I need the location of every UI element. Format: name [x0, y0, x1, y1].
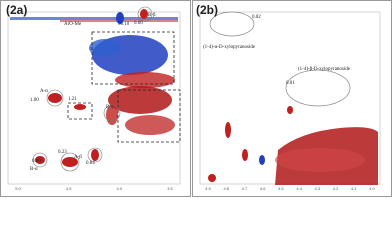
x-tick-label: 3.5: [167, 186, 173, 191]
x-tick-label: 4.5: [278, 186, 284, 191]
annotation: 0.02: [252, 15, 261, 20]
annotation: B-β: [148, 13, 156, 18]
x-tick-label: 4.6: [260, 186, 266, 191]
panel-label: (2b): [196, 3, 218, 17]
annotation: A-β: [74, 155, 82, 160]
annotation: 0.23: [58, 150, 67, 155]
annotation: 0.84: [86, 161, 95, 166]
x-tick-label: 4.8: [223, 186, 229, 191]
circles: [32, 6, 153, 172]
x-tick-label: 4.5: [66, 186, 72, 191]
x-tick-label: 4.4: [296, 186, 302, 191]
dashed-boxes: [67, 31, 181, 143]
annotation: 0.60: [134, 21, 143, 26]
annotation: B-γ: [106, 105, 114, 110]
figure: (2a) ArO-Me 56.10 B-β 0.60 A-α 1.00 1.21…: [0, 0, 392, 197]
panel-label: (2a): [6, 3, 27, 17]
annotation: 1.21: [68, 97, 77, 102]
annotation: 0.80: [32, 159, 41, 164]
circles: [209, 11, 351, 107]
x-tick-label: 4.2: [333, 186, 339, 191]
x-tick-label: 4.0: [369, 186, 375, 191]
annotation: 1.00: [30, 98, 39, 103]
x-tick-label: 5.0: [15, 186, 21, 191]
x-tick-label: 4.0: [117, 186, 123, 191]
annotation: (1-4)-α-D-xylopyranoside: [203, 45, 256, 50]
x-tick-label: 4.3: [315, 186, 321, 191]
x-ticks: 4.9 4.8 4.7 4.6 4.5 4.4 4.3 4.2 4.1 4.0: [205, 186, 375, 191]
annotation: ArO-Me: [64, 22, 82, 27]
x-tick-label: 4.9: [205, 186, 211, 191]
annotation: 0.01: [286, 81, 295, 86]
spectrum-b: [208, 106, 378, 185]
x-tick-label: 4.7: [242, 186, 248, 191]
x-tick-label: 4.1: [351, 186, 357, 191]
annotation: 56.10: [118, 22, 130, 27]
annotation: (1-4)-β-D-xylopyranoside: [298, 67, 351, 72]
annotation: A-α: [40, 89, 48, 94]
x-ticks: 5.0 4.5 4.0 3.5: [15, 186, 173, 191]
annotation: B-α: [30, 167, 38, 172]
